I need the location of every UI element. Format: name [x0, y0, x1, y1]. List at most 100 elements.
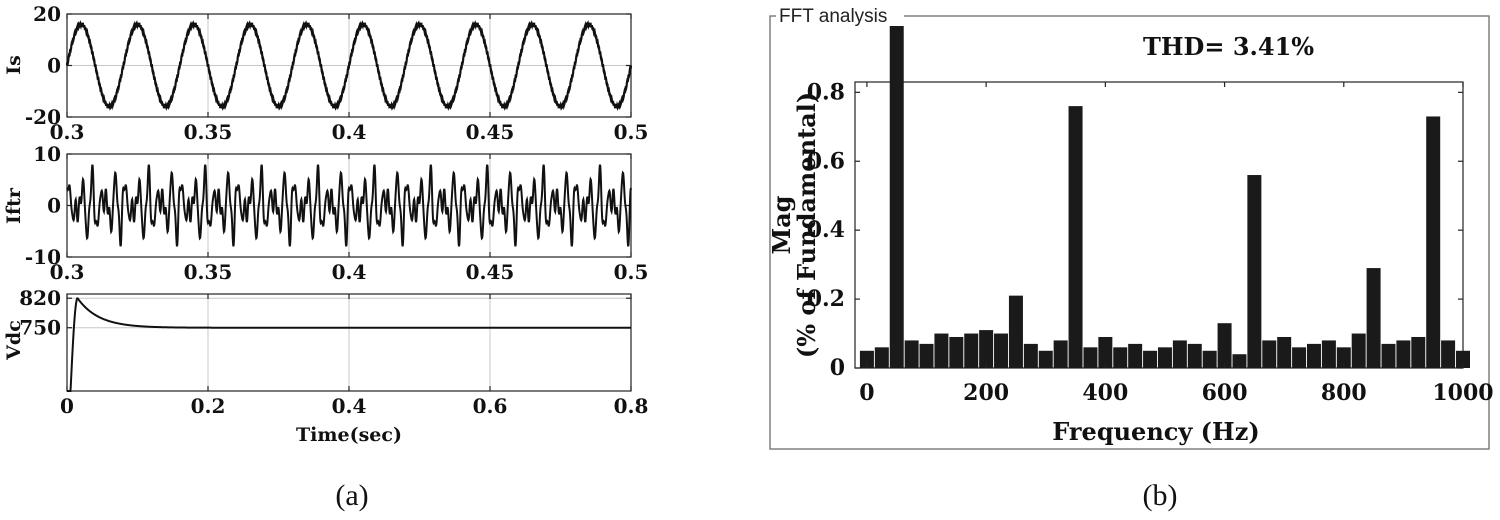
is-xtick-label: 0.5 [614, 120, 649, 144]
fft-bar-0hz [859, 350, 874, 368]
vdc-waveform [67, 297, 631, 392]
fft-bar-75hz [904, 340, 919, 368]
iftr-xtick-label: 0.4 [332, 260, 367, 284]
fft-ytick-label: 0.8 [807, 79, 845, 105]
fft-xtick-label: 200 [963, 380, 1009, 406]
fft-xlabel: Frequency (Hz) [1052, 417, 1259, 446]
vdc-grid [67, 294, 631, 391]
fft-bar-775hz [1321, 340, 1336, 368]
fft-bar-700hz [1277, 336, 1292, 368]
fft-ytick-label: 0 [830, 355, 845, 381]
fft-ylabel-line1: Mag [767, 195, 796, 254]
vdc-ticks: 0 0.2 0.4 0.6 0.8 750 820 [19, 286, 648, 418]
fft-title-mask [776, 4, 904, 28]
is-ytick-label: 20 [33, 2, 61, 26]
vdc-ytick-label: 750 [19, 316, 61, 340]
iftr-xtick-label: 0.3 [50, 260, 85, 284]
vdc-xtick-label: 0 [60, 394, 74, 418]
vdc-xtick-label: 0.6 [473, 394, 508, 418]
is-waveform [65, 20, 633, 111]
fft-bar-175hz [964, 333, 979, 368]
fft-bar-800hz [1336, 347, 1351, 368]
is-ylabel: Is [3, 55, 25, 75]
fft-bar-500hz [1157, 347, 1172, 368]
fft-ytick-label: 0.6 [807, 148, 845, 174]
fft-bar-600hz [1217, 323, 1232, 368]
fft-panel-border [769, 15, 1490, 450]
is-xtick-label: 0.35 [184, 120, 233, 144]
fft-bar-625hz [1232, 354, 1247, 368]
iftr-ytick-label: 0 [47, 194, 61, 218]
iftr-ticks: 0.3 0.35 0.4 0.45 0.5 -10 0 10 [25, 142, 649, 284]
fft-xtick-label: 0 [859, 380, 874, 406]
fft-bar-100hz [919, 343, 934, 368]
is-xtick-label: 0.3 [50, 120, 85, 144]
vdc-xlabel: Time(sec) [296, 424, 402, 446]
is-xtick-label: 0.4 [332, 120, 367, 144]
fft-bar-125hz [934, 333, 949, 368]
iftr-plot: 0.3 0.35 0.4 0.45 0.5 -10 0 10 Iftr [3, 142, 648, 284]
vdc-ylabel: Vdc [3, 320, 25, 361]
fft-bar-325hz [1053, 340, 1068, 368]
fft-bar-975hz [1441, 340, 1456, 368]
vdc-xtick-label: 0.2 [191, 394, 226, 418]
fft-xtick-label: 800 [1321, 380, 1367, 406]
vdc-xtick-label: 0.4 [332, 394, 367, 418]
is-ytick-label: 0 [47, 54, 61, 78]
fft-bar-225hz [994, 333, 1009, 368]
fft-bar-850hz [1366, 268, 1381, 368]
fft-bar-650hz [1247, 175, 1262, 368]
fft-bar-50hz [889, 26, 904, 368]
vdc-plot: 0 0.2 0.4 0.6 0.8 750 820 Vdc Time(sec) [3, 286, 648, 446]
fft-bar-575hz [1202, 350, 1217, 368]
iftr-ytick-label: -10 [25, 245, 61, 269]
fft-bar-725hz [1292, 347, 1307, 368]
iftr-waveform [66, 164, 632, 247]
iftr-xtick-label: 0.35 [184, 260, 233, 284]
fft-bars [859, 26, 1470, 369]
fft-bar-250hz [1008, 295, 1023, 368]
fft-xtick-label: 400 [1082, 380, 1128, 406]
fft-xtick-label: 1000 [1432, 380, 1493, 406]
is-ticks: 0.3 0.35 0.4 0.45 0.5 -20 0 20 [25, 2, 649, 144]
is-ytick-label: -20 [25, 105, 61, 129]
thd-annotation: THD= 3.41% [1143, 32, 1314, 61]
vdc-xtick-label: 0.8 [614, 394, 649, 418]
fft-bar-275hz [1023, 343, 1038, 368]
fft-ytick-label: 0.4 [807, 217, 845, 243]
is-plot: 0.3 0.35 0.4 0.45 0.5 -20 0 20 Is [3, 2, 648, 144]
fft-bar-525hz [1172, 340, 1187, 368]
fft-bar-675hz [1262, 340, 1277, 368]
fft-xtick-label: 600 [1202, 380, 1248, 406]
fft-bar-150hz [949, 336, 964, 368]
fft-ticks: 0 200 400 600 800 1000 0 0.2 0.4 0.6 0.8 [807, 79, 1494, 406]
caption-a: (a) [335, 479, 368, 512]
fft-panel-title: FFT analysis [779, 6, 887, 27]
fft-panel: FFT analysis THD= 3.41% 0 200 400 600 800 100… [767, 4, 1494, 450]
caption-b: (b) [1143, 479, 1178, 512]
fft-bar-400hz [1098, 336, 1113, 368]
vdc-ytick-label: 820 [19, 286, 61, 310]
iftr-ylabel: Iftr [3, 187, 25, 224]
fft-bar-825hz [1351, 333, 1366, 368]
fft-bar-925hz [1411, 336, 1426, 368]
fft-bar-950hz [1426, 116, 1441, 369]
fft-bar-750hz [1306, 343, 1321, 368]
fft-ylabel-line2: (% of Fundamental) [792, 92, 821, 358]
is-xtick-label: 0.45 [466, 120, 515, 144]
fft-bar-425hz [1113, 347, 1128, 368]
fft-bar-900hz [1396, 340, 1411, 368]
fft-bar-375hz [1083, 347, 1098, 368]
fft-ytick-label: 0.2 [807, 286, 845, 312]
iftr-xtick-label: 0.5 [614, 260, 649, 284]
iftr-xtick-label: 0.45 [466, 260, 515, 284]
iftr-grid [67, 154, 631, 257]
fft-bar-200hz [979, 330, 994, 368]
fft-bar-475hz [1143, 350, 1158, 368]
fft-bar-550hz [1187, 343, 1202, 368]
fft-bar-25hz [874, 347, 889, 368]
fft-bar-1000hz [1456, 350, 1470, 368]
fft-bar-350hz [1068, 106, 1083, 369]
fft-bar-300hz [1038, 350, 1053, 368]
